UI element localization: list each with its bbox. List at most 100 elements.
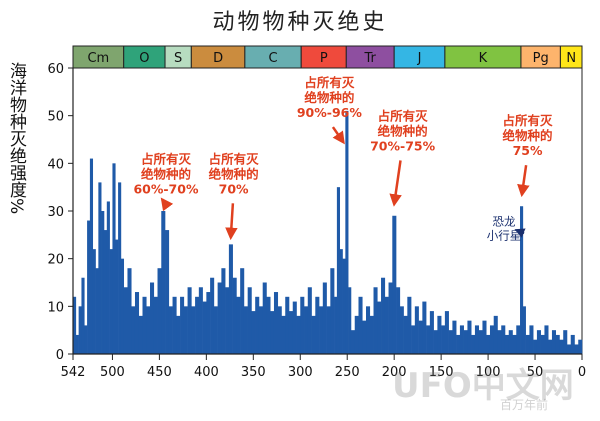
extinction-bar	[84, 325, 88, 354]
extinction-bar	[396, 287, 401, 354]
extinction-bar	[168, 306, 173, 354]
extinction-bar	[489, 325, 495, 354]
extinction-bar	[288, 311, 294, 354]
extinction-bar	[232, 277, 237, 354]
extinction-bar	[206, 292, 211, 354]
extinction-bar	[414, 306, 419, 354]
extinction-bar	[172, 296, 177, 354]
extinction-bar	[418, 320, 423, 354]
extinction-bar	[270, 311, 275, 354]
extinction-bar	[504, 334, 510, 354]
extinction-bar	[165, 230, 170, 354]
extinction-bar	[161, 211, 166, 354]
extinction-bar	[384, 296, 389, 354]
period-label-k: K	[479, 51, 488, 66]
extinction-bar	[127, 268, 132, 354]
extinction-bar	[459, 325, 464, 354]
period-label-c: C	[268, 51, 277, 66]
y-axis-label: 海洋物种灭绝强度%	[6, 62, 26, 215]
extinction-bar	[150, 282, 155, 354]
extinction-bar	[520, 206, 524, 354]
extinction-bar	[342, 258, 346, 354]
extinction-bar	[75, 334, 79, 354]
extinction-bar	[570, 334, 575, 354]
extinction-bar	[92, 249, 96, 354]
extinction-bar	[78, 306, 82, 354]
period-label-n: N	[566, 51, 576, 66]
period-label-tr: Tr	[364, 51, 377, 66]
extinction-bar	[118, 182, 122, 354]
extinction-bar	[334, 296, 338, 354]
extinction-bar	[307, 287, 312, 354]
extinction-bar	[437, 315, 442, 354]
extinction-bar	[548, 339, 553, 354]
extinction-bar	[210, 277, 215, 354]
chart-title: 动物物种灭绝史	[212, 10, 388, 35]
extinction-bar	[330, 268, 335, 354]
x-tick-label: 400	[194, 365, 219, 380]
extinction-bar	[366, 306, 371, 354]
period-label-pg: Pg	[533, 51, 549, 66]
extinction-bar	[89, 158, 94, 354]
annotation-3-line: 90%-96%	[297, 105, 363, 120]
period-label-p: P	[320, 51, 328, 66]
annotation-5-line: 占所有灭	[503, 113, 554, 128]
extinction-bar	[508, 330, 513, 354]
extinction-bar	[354, 315, 359, 354]
extinction-bar	[187, 287, 192, 354]
extinction-bar	[399, 306, 404, 354]
extinction-bar	[243, 306, 248, 354]
y-tick-label: 10	[47, 300, 64, 315]
x-tick-label: 100	[476, 365, 501, 380]
x-tick-label: 0	[578, 365, 586, 380]
period-label-s: S	[174, 51, 182, 66]
annotation-3-line: 绝物种的	[304, 90, 354, 105]
annotation-3-arrow	[331, 126, 345, 145]
extinction-bar	[109, 249, 113, 354]
annotation-4-line: 占所有灭	[378, 108, 429, 123]
y-tick-label: 0	[56, 348, 64, 363]
annotation-1-line: 占所有灭	[141, 151, 192, 166]
extinction-bar	[134, 292, 140, 354]
extinction-bar	[157, 268, 162, 354]
extinction-bar	[493, 315, 498, 354]
extinction-bar	[411, 325, 416, 354]
extinction-bar	[236, 296, 241, 354]
extinction-bar	[448, 330, 453, 354]
extinction-bar	[81, 277, 85, 354]
extinction-bar	[501, 325, 506, 354]
extinction-bar	[407, 296, 412, 354]
extinction-bar	[403, 315, 408, 354]
extinction-bar	[191, 306, 196, 354]
extinction-bar	[482, 320, 487, 354]
extinction-bar	[377, 301, 382, 354]
extinction-bar	[266, 296, 271, 354]
extinction-bar	[373, 287, 378, 354]
extinction-bar	[326, 306, 331, 354]
extinction-bar	[112, 163, 116, 354]
x-tick-label: 50	[527, 365, 544, 380]
extinction-bar	[429, 311, 434, 354]
extinction-bar	[217, 282, 222, 354]
extinction-bar	[277, 306, 282, 354]
x-tick-label: 300	[288, 365, 313, 380]
asteroid-note-line: 恐龙	[493, 214, 516, 228]
annotation-1-line: 绝物种的	[141, 166, 191, 181]
x-tick-label: 150	[429, 365, 454, 380]
extinction-bar	[285, 296, 290, 354]
extinction-bar	[180, 296, 185, 354]
extinction-bar	[452, 320, 457, 354]
extinction-bar	[183, 306, 188, 354]
extinction-bar	[474, 325, 479, 354]
annotation-5-line: 绝物种的	[503, 128, 553, 143]
annotation-2-line: 70%	[219, 181, 249, 196]
extinction-bar	[551, 330, 557, 354]
extinction-bar	[225, 287, 230, 354]
extinction-bar	[345, 110, 349, 355]
annotation-4-arrow	[389, 160, 402, 207]
extinction-bar	[426, 325, 431, 354]
annotation-1-arrow	[160, 197, 174, 212]
extinction-bar	[463, 330, 468, 354]
extinction-bar	[362, 320, 367, 354]
extinction-bar	[369, 315, 374, 354]
